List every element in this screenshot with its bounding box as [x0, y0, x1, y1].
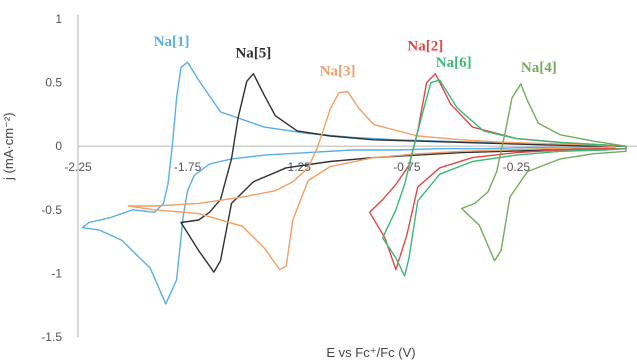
y-tick-label: 0 — [55, 139, 62, 153]
y-tick-label: 0.5 — [45, 76, 62, 90]
series-label-na-3: Na[3] — [320, 64, 356, 80]
y-tick-label: -0.5 — [41, 203, 62, 217]
x-tick-labels: -2.25 -1.75 -1.25 -0.75 -0.25 — [64, 160, 530, 174]
series-lines — [81, 61, 627, 305]
x-tick-label: -1.75 — [174, 160, 202, 174]
series-label-na-1: Na[1] — [154, 34, 190, 50]
series-label-na-6: Na[6] — [436, 55, 472, 71]
y-tick-label: 1 — [55, 12, 62, 26]
series-line-na-4 — [460, 83, 627, 262]
x-axis-title: E vs Fc⁺/Fc (V) — [326, 345, 415, 360]
series-label-na-2: Na[2] — [407, 39, 443, 55]
series-line-na-6 — [382, 79, 627, 277]
series-label-na-4: Na[4] — [521, 60, 557, 76]
series-labels: Na[1] Na[5] Na[3] Na[2]Na[6] Na[4] — [154, 34, 557, 79]
axes-group — [77, 15, 637, 337]
y-tick-label: -1 — [51, 266, 62, 280]
x-tick-label: -0.25 — [503, 160, 531, 174]
series-line-na-5 — [180, 73, 627, 273]
x-tick-label: -2.25 — [64, 160, 92, 174]
y-tick-labels: 1 0.5 0 -0.5 -1 -1.5 — [41, 12, 62, 344]
series-line-na-1 — [81, 61, 616, 305]
y-axis-title: j (mA·cm⁻²) — [1, 112, 16, 181]
series-label-na-5: Na[5] — [235, 46, 271, 62]
series-line-na-3 — [127, 90, 616, 271]
y-tick-label: -1.5 — [41, 330, 62, 344]
